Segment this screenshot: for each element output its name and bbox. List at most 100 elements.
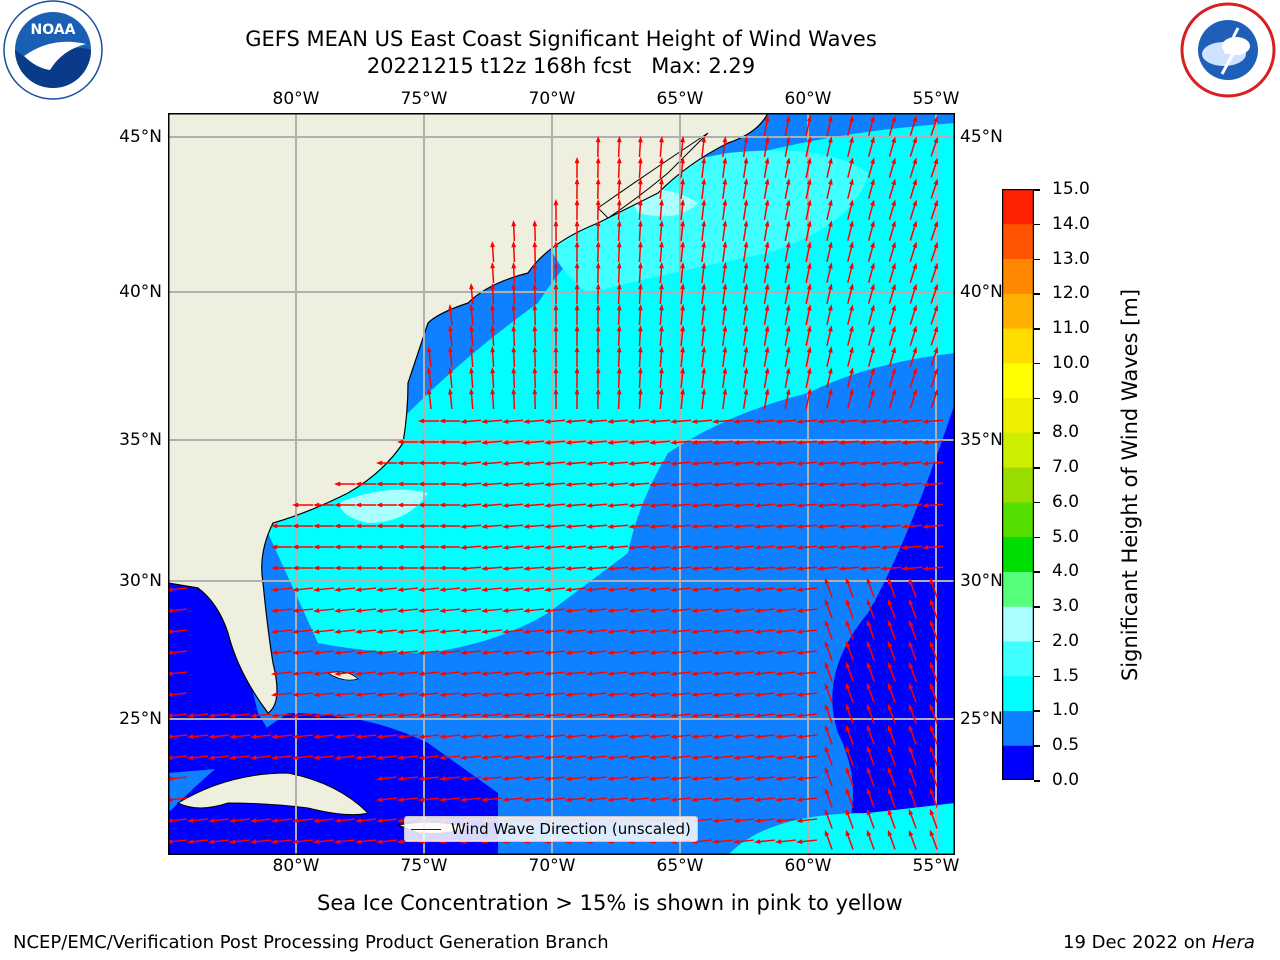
wave-direction-arrowhead bbox=[208, 713, 215, 718]
wave-direction-arrowhead bbox=[628, 692, 635, 697]
wave-direction-arrowhead bbox=[553, 367, 559, 374]
wave-direction-arrowhead bbox=[659, 178, 664, 185]
wave-direction-arrowhead bbox=[691, 629, 698, 634]
wave-direction-arrowhead bbox=[271, 650, 278, 655]
wave-direction-arrowhead bbox=[838, 524, 845, 529]
wave-direction-arrowhead bbox=[733, 629, 740, 634]
wave-direction-arrowhead bbox=[880, 524, 887, 529]
wave-direction-arrowhead bbox=[574, 325, 580, 332]
wave-band-0-0.5m-gulf bbox=[168, 583, 288, 773]
wave-direction-arrowhead bbox=[891, 157, 896, 165]
wave-direction-arrowhead bbox=[292, 502, 299, 508]
wave-direction-arrowhead bbox=[722, 262, 728, 269]
wave-direction-arrowhead bbox=[754, 629, 761, 634]
wave-direction-arrowhead bbox=[722, 241, 728, 248]
wave-direction-arrowhead bbox=[208, 755, 215, 760]
wave-direction-arrowhead bbox=[929, 808, 935, 816]
wave-direction-arrowhead bbox=[775, 566, 782, 571]
wave-direction-arrowhead bbox=[775, 692, 782, 697]
lat-label-left-35n: 35°N bbox=[119, 430, 162, 450]
wave-direction-arrowhead bbox=[891, 115, 896, 123]
wave-direction-arrowhead bbox=[607, 440, 614, 445]
colorbar-swatches bbox=[1001, 188, 1035, 781]
wave-direction-arrowhead bbox=[691, 608, 698, 613]
wave-direction-arrowhead bbox=[439, 650, 446, 655]
wave-direction-arrowhead bbox=[637, 283, 643, 290]
wave-direction-arrowhead bbox=[649, 545, 656, 550]
wave-direction-arrowhead bbox=[607, 419, 614, 424]
wave-direction-arrowhead bbox=[733, 734, 740, 739]
wave-direction-arrowhead bbox=[806, 199, 812, 206]
wave-direction-arrowhead bbox=[933, 388, 939, 396]
wave-band-0-0.5m-east bbox=[832, 403, 955, 855]
wave-direction-arrowhead bbox=[376, 523, 383, 529]
wave-direction-arrowhead bbox=[754, 545, 761, 550]
wave-direction-arrowhead bbox=[616, 262, 622, 269]
wave-direction-arrowhead bbox=[439, 797, 446, 802]
wave-direction-arrowhead bbox=[397, 671, 404, 676]
wave-direction-arrowhead bbox=[743, 388, 749, 395]
wave-direction-arrowhead bbox=[418, 439, 425, 445]
footer-date-text: 19 Dec 2022 on bbox=[1063, 932, 1212, 953]
colorbar-tick-label: 7.0 bbox=[1052, 457, 1080, 478]
wave-direction-arrowhead bbox=[712, 419, 719, 424]
wave-direction-arrowhead bbox=[481, 713, 488, 718]
wave-direction-arrowhead bbox=[229, 839, 236, 844]
wave-direction-arrowhead bbox=[439, 460, 446, 466]
wave-direction-arrowhead bbox=[439, 776, 446, 781]
wave-direction-arrowhead bbox=[649, 503, 656, 508]
wave-direction-arrowhead bbox=[754, 713, 761, 718]
wave-direction-arrowhead bbox=[887, 598, 893, 606]
colorbar-swatch bbox=[1002, 640, 1034, 677]
wave-direction-arrowhead bbox=[637, 199, 643, 206]
wave-direction-arrowhead bbox=[271, 839, 278, 844]
wave-direction-arrowhead bbox=[523, 503, 530, 508]
wave-direction-arrowhead bbox=[764, 388, 770, 395]
lon-label-top-70w: 70°W bbox=[528, 89, 576, 109]
lat-label-right-30n: 30°N bbox=[960, 571, 1003, 591]
wave-direction-arrowhead bbox=[838, 419, 845, 424]
colorbar-swatch bbox=[1002, 293, 1034, 329]
wave-direction-arrowhead bbox=[908, 640, 914, 648]
wave-direction-arrowhead bbox=[796, 755, 803, 760]
wave-direction-arrowhead bbox=[870, 367, 875, 375]
wave-direction-arrowhead bbox=[544, 503, 551, 508]
colorbar bbox=[1001, 188, 1035, 781]
wave-direction-arrowhead bbox=[460, 734, 467, 739]
wave-direction-arrowhead bbox=[649, 671, 656, 676]
wave-direction-arrowhead bbox=[859, 503, 866, 508]
wave-direction-arrowhead bbox=[523, 713, 530, 718]
wave-direction-arrowhead bbox=[922, 545, 929, 550]
wave-direction-arrowhead bbox=[849, 262, 854, 269]
wave-direction-arrowhead bbox=[845, 682, 851, 690]
wave-direction-arrowhead bbox=[574, 199, 580, 206]
wave-direction-arrowhead bbox=[670, 440, 677, 445]
wave-direction-arrowhead bbox=[511, 283, 517, 290]
wave-direction-arrowhead bbox=[481, 797, 488, 802]
colorbar-tick-mark bbox=[1034, 710, 1040, 712]
wave-direction-arrowhead bbox=[649, 629, 656, 634]
wave-direction-arrowhead bbox=[754, 776, 761, 781]
wave-direction-arrowhead bbox=[691, 545, 698, 550]
wave-direction-arrowhead bbox=[553, 199, 559, 206]
wave-direction-arrowhead bbox=[933, 304, 939, 312]
wave-direction-arrowhead bbox=[502, 755, 509, 760]
wave-direction-arrowhead bbox=[565, 545, 572, 550]
wave-direction-arrowhead bbox=[870, 388, 875, 396]
wave-direction-arrowhead bbox=[908, 745, 914, 753]
wave-direction-arrowhead bbox=[418, 544, 425, 550]
wave-direction-arrowhead bbox=[775, 650, 782, 655]
wave-direction-arrowhead bbox=[376, 629, 383, 634]
wave-direction-arrowhead bbox=[691, 524, 698, 529]
wave-direction-arrowhead bbox=[933, 367, 939, 375]
wave-direction-arrowhead bbox=[806, 304, 812, 311]
wave-direction-arrowhead bbox=[448, 304, 453, 311]
colorbar-swatch bbox=[1002, 501, 1034, 538]
wave-direction-arrowhead bbox=[827, 325, 833, 332]
wave-direction-arrowhead bbox=[586, 734, 593, 739]
wave-direction-arrowhead bbox=[908, 703, 914, 711]
wave-direction-arrowhead bbox=[565, 461, 572, 466]
wave-direction-arrowhead bbox=[418, 523, 425, 529]
wave-direction-arrowhead bbox=[845, 829, 851, 837]
colorbar-tick-label: 2.0 bbox=[1052, 630, 1080, 651]
